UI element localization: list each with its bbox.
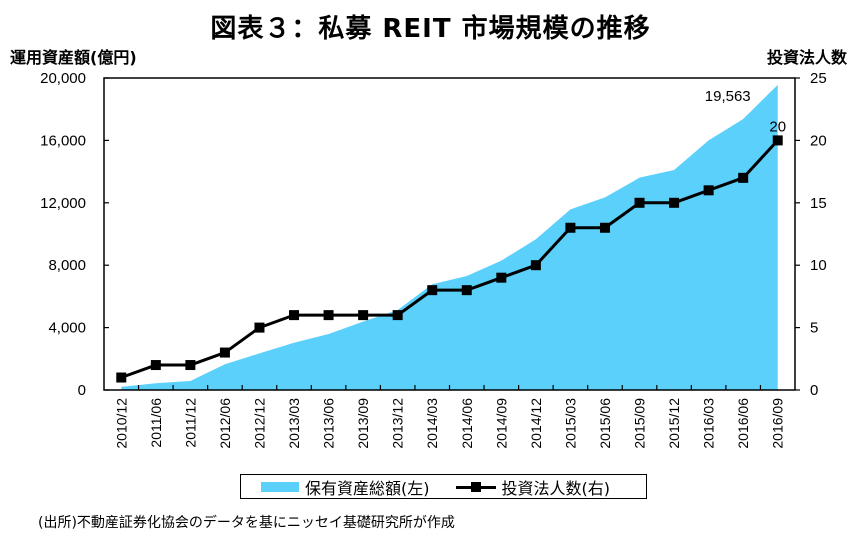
x-tick-label: 2015/06: [597, 398, 613, 449]
x-axis: 2010/12 2011/06 2011/12 2012/06 2012/12 2013/…: [113, 385, 786, 449]
x-tick-label: 2011/06: [148, 398, 164, 448]
line-marker-swatch-icon: [455, 481, 496, 493]
line-marker: [634, 197, 645, 208]
x-tick-label: 2014/12: [528, 398, 544, 449]
right-tick-label: 5: [810, 320, 818, 337]
left-tick-label: 0: [78, 382, 86, 399]
line-marker: [703, 185, 714, 196]
line-marker: [289, 310, 300, 321]
legend-item-line: 投資法人数(右): [430, 475, 611, 499]
area-series: [121, 84, 778, 390]
x-tick-label: 2016/03: [701, 398, 717, 449]
right-tick-label: 0: [810, 382, 818, 399]
line-marker: [219, 347, 230, 358]
line-marker: [599, 222, 610, 233]
asset-area: [121, 84, 778, 390]
x-tick-label: 2012/06: [217, 398, 233, 449]
x-tick-label: 2014/09: [493, 398, 509, 449]
line-marker: [150, 360, 161, 371]
left-tick-label: 16,000: [40, 132, 86, 149]
x-tick-label: 2015/03: [562, 398, 578, 449]
legend-area-label: 保有資産総額(左): [305, 478, 430, 498]
left-tick-label: 12,000: [40, 195, 86, 212]
right-tick-label: 15: [810, 195, 827, 212]
right-tick-label: 10: [810, 257, 827, 274]
left-y-axis: 0 4,000 8,000 12,000 16,000 20,000: [40, 70, 109, 399]
right-tick-label: 25: [810, 70, 827, 87]
left-tick-label: 8,000: [48, 257, 86, 274]
x-tick-label: 2013/09: [355, 398, 371, 449]
line-marker: [669, 197, 680, 208]
x-tick-label: 2015/12: [666, 398, 682, 449]
legend-line-label: 投資法人数(右): [501, 478, 611, 498]
legend: 保有資産総額(左) 投資法人数(右): [240, 474, 647, 499]
x-tick-label: 2015/09: [632, 398, 648, 449]
line-marker: [461, 285, 472, 296]
x-tick-label: 2010/12: [113, 398, 129, 449]
line-marker: [116, 372, 127, 383]
x-tick-label: 2014/06: [459, 398, 475, 449]
line-marker: [358, 310, 369, 321]
x-tick-label: 2011/12: [182, 398, 198, 448]
line-series: [116, 135, 783, 383]
area-swatch-icon: [261, 481, 299, 492]
line-marker: [565, 222, 576, 233]
left-tick-label: 4,000: [48, 320, 86, 337]
chart-title: 図表３：私募 REIT 市場規模の推移: [210, 14, 651, 44]
right-tick-label: 20: [810, 132, 827, 149]
x-tick-label: 2014/03: [424, 398, 440, 449]
x-tick-label: 2016/06: [735, 398, 751, 449]
line-marker: [530, 260, 541, 271]
line-marker: [185, 360, 196, 371]
line-marker: [392, 310, 403, 321]
x-tick-label: 2012/12: [251, 398, 267, 449]
right-y-axis: 0 5 10 15 20 25: [795, 70, 827, 399]
left-axis-title: 運用資産額(億円): [10, 48, 137, 67]
left-tick-label: 20,000: [40, 70, 86, 87]
x-tick-label: 2013/03: [286, 398, 302, 449]
line-marker: [738, 172, 749, 183]
right-axis-title: 投資法人数: [766, 48, 847, 67]
x-tick-label: 2016/09: [770, 398, 786, 449]
x-tick-label: 2013/06: [321, 398, 337, 449]
line-marker: [772, 135, 783, 146]
line-marker: [254, 322, 265, 333]
area-last-value-label: 19,563: [705, 88, 751, 105]
x-tick-label: 2013/12: [390, 398, 406, 449]
line-marker: [323, 310, 334, 321]
source-note: (出所)不動産証券化協会のデータを基にニッセイ基礎研究所が作成: [38, 515, 455, 531]
legend-item-area: 保有資産総額(左): [241, 475, 430, 499]
line-marker: [496, 272, 507, 283]
line-last-value-label: 20: [769, 118, 786, 135]
line-marker: [427, 285, 438, 296]
